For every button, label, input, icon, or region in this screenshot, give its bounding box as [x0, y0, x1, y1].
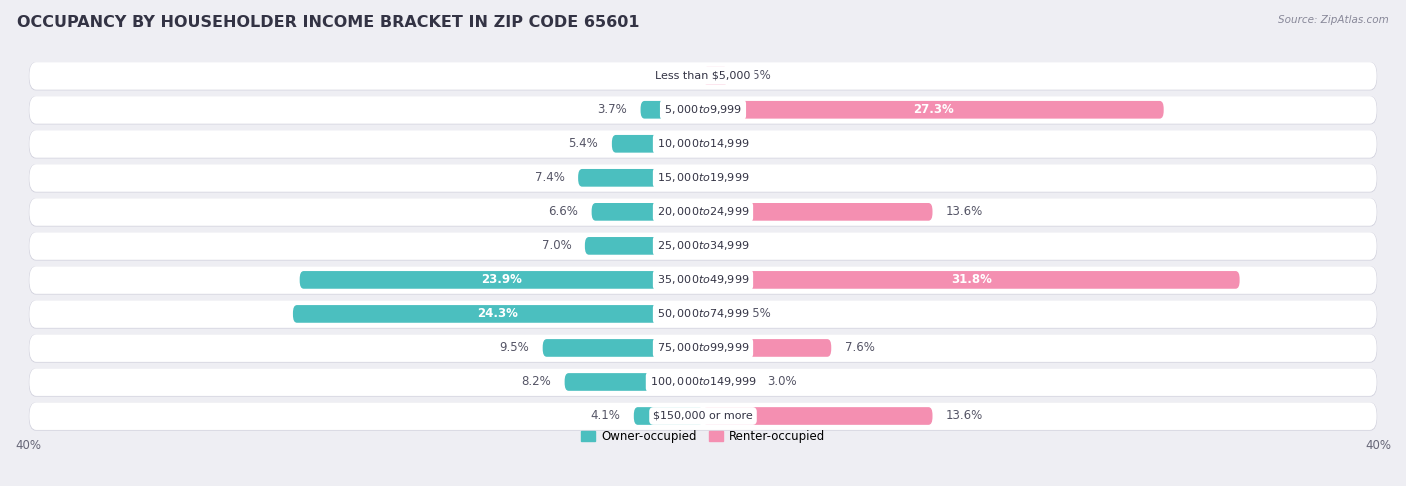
FancyBboxPatch shape	[585, 237, 703, 255]
Text: 8.2%: 8.2%	[522, 376, 551, 388]
Text: 4.1%: 4.1%	[591, 410, 620, 422]
Text: $20,000 to $24,999: $20,000 to $24,999	[657, 206, 749, 218]
FancyBboxPatch shape	[30, 198, 1376, 226]
FancyBboxPatch shape	[30, 62, 1376, 90]
FancyBboxPatch shape	[30, 62, 1376, 90]
FancyBboxPatch shape	[565, 373, 703, 391]
Text: 5.4%: 5.4%	[568, 138, 599, 150]
FancyBboxPatch shape	[703, 305, 728, 323]
Text: 7.0%: 7.0%	[541, 240, 571, 252]
Text: 23.9%: 23.9%	[481, 274, 522, 286]
FancyBboxPatch shape	[703, 271, 1240, 289]
Text: 9.5%: 9.5%	[499, 342, 529, 354]
FancyBboxPatch shape	[30, 232, 1376, 260]
FancyBboxPatch shape	[543, 339, 703, 357]
FancyBboxPatch shape	[703, 407, 932, 425]
Text: 13.6%: 13.6%	[946, 410, 983, 422]
FancyBboxPatch shape	[30, 164, 1376, 192]
Text: Source: ZipAtlas.com: Source: ZipAtlas.com	[1278, 15, 1389, 25]
FancyBboxPatch shape	[612, 135, 703, 153]
Text: $150,000 or more: $150,000 or more	[654, 411, 752, 421]
FancyBboxPatch shape	[703, 373, 754, 391]
FancyBboxPatch shape	[30, 266, 1376, 295]
FancyBboxPatch shape	[30, 232, 1376, 260]
Text: 0.0%: 0.0%	[720, 138, 749, 150]
Text: 27.3%: 27.3%	[912, 104, 953, 116]
Text: 24.3%: 24.3%	[478, 308, 519, 320]
FancyBboxPatch shape	[30, 402, 1376, 431]
FancyBboxPatch shape	[30, 300, 1376, 328]
FancyBboxPatch shape	[30, 198, 1376, 226]
Text: 3.0%: 3.0%	[768, 376, 797, 388]
FancyBboxPatch shape	[30, 368, 1376, 397]
Text: $5,000 to $9,999: $5,000 to $9,999	[664, 104, 742, 116]
Text: 0.0%: 0.0%	[720, 240, 749, 252]
FancyBboxPatch shape	[30, 334, 1376, 362]
FancyBboxPatch shape	[30, 96, 1376, 124]
FancyBboxPatch shape	[703, 339, 831, 357]
Text: 13.6%: 13.6%	[946, 206, 983, 218]
FancyBboxPatch shape	[30, 96, 1376, 124]
FancyBboxPatch shape	[30, 130, 1376, 158]
FancyBboxPatch shape	[634, 407, 703, 425]
Text: $10,000 to $14,999: $10,000 to $14,999	[657, 138, 749, 150]
FancyBboxPatch shape	[30, 266, 1376, 294]
Text: 0.0%: 0.0%	[657, 69, 686, 82]
Text: 0.0%: 0.0%	[720, 172, 749, 184]
FancyBboxPatch shape	[30, 130, 1376, 158]
Text: 3.7%: 3.7%	[598, 104, 627, 116]
FancyBboxPatch shape	[641, 101, 703, 119]
Text: 31.8%: 31.8%	[950, 274, 991, 286]
FancyBboxPatch shape	[703, 203, 932, 221]
FancyBboxPatch shape	[703, 67, 728, 85]
Text: $25,000 to $34,999: $25,000 to $34,999	[657, 240, 749, 252]
FancyBboxPatch shape	[30, 300, 1376, 329]
FancyBboxPatch shape	[30, 334, 1376, 363]
FancyBboxPatch shape	[299, 271, 703, 289]
FancyBboxPatch shape	[30, 402, 1376, 430]
Text: 6.6%: 6.6%	[548, 206, 578, 218]
Text: 1.5%: 1.5%	[742, 69, 772, 82]
Text: $15,000 to $19,999: $15,000 to $19,999	[657, 172, 749, 184]
FancyBboxPatch shape	[703, 101, 1164, 119]
FancyBboxPatch shape	[30, 164, 1376, 192]
FancyBboxPatch shape	[30, 368, 1376, 396]
Text: $75,000 to $99,999: $75,000 to $99,999	[657, 342, 749, 354]
Legend: Owner-occupied, Renter-occupied: Owner-occupied, Renter-occupied	[576, 425, 830, 448]
Text: OCCUPANCY BY HOUSEHOLDER INCOME BRACKET IN ZIP CODE 65601: OCCUPANCY BY HOUSEHOLDER INCOME BRACKET …	[17, 15, 640, 30]
Text: 1.5%: 1.5%	[742, 308, 772, 320]
Text: $100,000 to $149,999: $100,000 to $149,999	[650, 376, 756, 388]
Text: 7.6%: 7.6%	[845, 342, 875, 354]
Text: $35,000 to $49,999: $35,000 to $49,999	[657, 274, 749, 286]
FancyBboxPatch shape	[292, 305, 703, 323]
Text: $50,000 to $74,999: $50,000 to $74,999	[657, 308, 749, 320]
Text: Less than $5,000: Less than $5,000	[655, 71, 751, 81]
FancyBboxPatch shape	[578, 169, 703, 187]
Text: 7.4%: 7.4%	[534, 172, 565, 184]
FancyBboxPatch shape	[592, 203, 703, 221]
